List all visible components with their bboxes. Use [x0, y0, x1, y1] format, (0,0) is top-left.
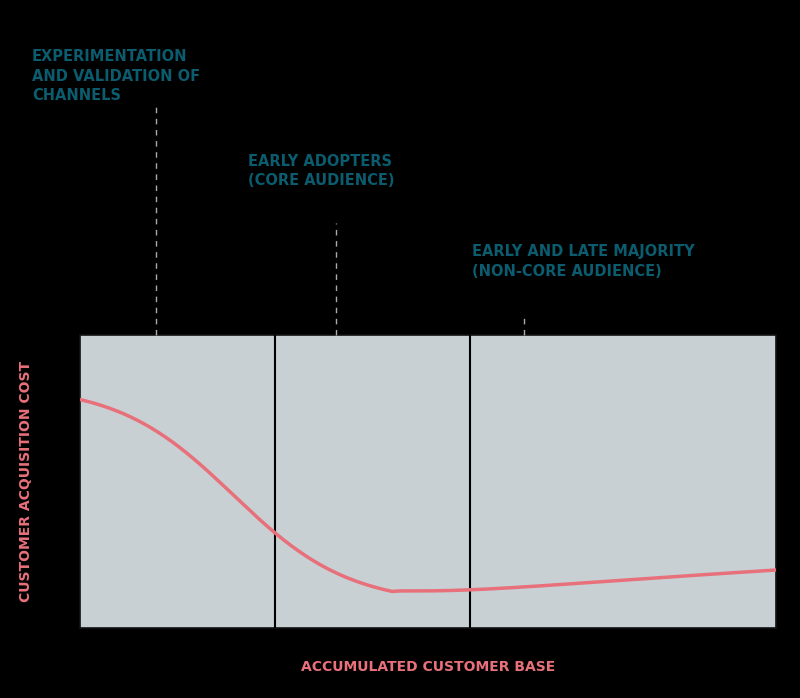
Text: EXPERIMENTATION
AND VALIDATION OF
CHANNELS: EXPERIMENTATION AND VALIDATION OF CHANNE…: [32, 49, 200, 103]
Text: ACCUMULATED CUSTOMER BASE: ACCUMULATED CUSTOMER BASE: [301, 660, 555, 674]
Text: EARLY AND LATE MAJORITY
(NON-CORE AUDIENCE): EARLY AND LATE MAJORITY (NON-CORE AUDIEN…: [472, 244, 694, 279]
Text: EARLY ADOPTERS
(CORE AUDIENCE): EARLY ADOPTERS (CORE AUDIENCE): [248, 154, 394, 188]
Text: CUSTOMER ACQUISITION COST: CUSTOMER ACQUISITION COST: [18, 361, 33, 602]
